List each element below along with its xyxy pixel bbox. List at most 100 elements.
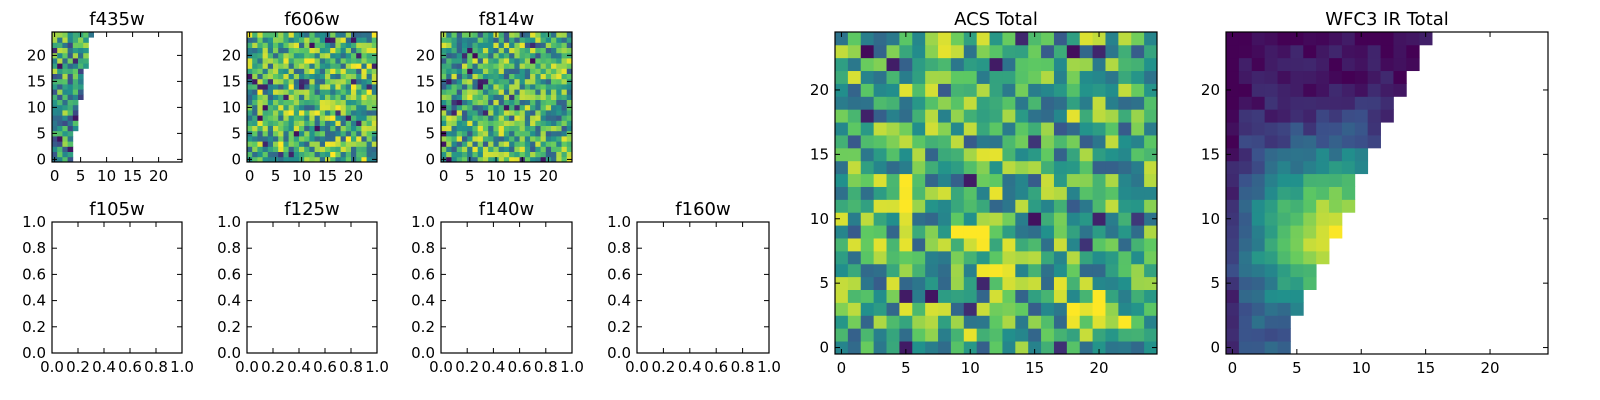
heatmap-cell xyxy=(472,146,479,152)
heatmap-cell xyxy=(1303,263,1317,278)
heatmap-cell xyxy=(461,68,468,74)
heatmap-cell xyxy=(451,120,458,126)
heatmap-cell xyxy=(57,63,63,69)
heatmap-cell xyxy=(293,84,300,90)
heatmap-cell xyxy=(304,37,310,43)
heatmap-cell xyxy=(451,58,458,64)
heatmap-cell xyxy=(319,156,326,163)
heatmap-cell xyxy=(67,141,74,147)
heatmap-cell xyxy=(247,110,253,116)
heatmap-cell xyxy=(886,238,900,252)
heatmap-cell xyxy=(330,104,336,111)
heatmap-cell xyxy=(361,156,367,163)
heatmap-cell xyxy=(252,89,258,95)
heatmap-cell xyxy=(1264,199,1278,213)
heatmap-cell xyxy=(325,104,331,111)
heatmap-cell xyxy=(493,151,500,158)
heatmap-cell xyxy=(309,156,315,163)
heatmap-cell xyxy=(288,73,295,80)
heatmap-cell xyxy=(835,225,849,239)
heatmap-cell xyxy=(989,263,1003,278)
heatmap-cell xyxy=(467,63,473,69)
heatmap-cell xyxy=(561,78,568,85)
heatmap-cell xyxy=(503,136,510,142)
heatmap-cell xyxy=(1144,302,1158,316)
heatmap-cell xyxy=(319,73,326,80)
heatmap-cell xyxy=(283,37,289,43)
heatmap-cell xyxy=(1367,83,1381,97)
heatmap-cell xyxy=(530,99,536,106)
heatmap-cell xyxy=(477,136,484,142)
heatmap-cell xyxy=(446,146,452,152)
heatmap-cell xyxy=(345,37,352,43)
heatmap-cell xyxy=(461,156,468,163)
heatmap-cell xyxy=(345,130,352,137)
heatmap-cell xyxy=(477,32,484,38)
heatmap-cell xyxy=(1251,109,1266,123)
heatmap-cell xyxy=(1053,328,1068,342)
heatmap-cell xyxy=(252,104,258,111)
heatmap-cell xyxy=(566,68,573,74)
heatmap-cell xyxy=(299,73,305,80)
heatmap-cell xyxy=(288,156,295,163)
heatmap-cell xyxy=(493,63,500,69)
heatmap-cell xyxy=(456,94,463,100)
heatmap-cell xyxy=(498,156,505,163)
heatmap-cell xyxy=(860,238,875,252)
heatmap-cell xyxy=(299,141,305,147)
heatmap-cell xyxy=(314,58,321,64)
heatmap-cell xyxy=(535,42,541,48)
heatmap-cell xyxy=(950,186,965,200)
heatmap-cell xyxy=(267,136,274,142)
heatmap-cell xyxy=(530,94,536,100)
heatmap-cell xyxy=(247,146,253,152)
heatmap-cell xyxy=(556,73,562,80)
heatmap-cell xyxy=(72,42,79,48)
heatmap-cell xyxy=(309,78,315,85)
heatmap-cell xyxy=(1303,160,1317,175)
heatmap-cell xyxy=(1251,238,1266,252)
heatmap-cell xyxy=(62,125,68,132)
heatmap-cell xyxy=(1041,32,1055,46)
heatmap-cell xyxy=(524,141,531,147)
heatmap-cell xyxy=(288,120,295,126)
heatmap-cell xyxy=(540,136,547,142)
heatmap-cell xyxy=(1053,225,1068,239)
heatmap-cell xyxy=(446,156,452,163)
heatmap-cell xyxy=(299,37,305,43)
heatmap-cell xyxy=(330,120,336,126)
heatmap-cell xyxy=(325,125,331,132)
heatmap-cell xyxy=(556,151,562,158)
heatmap-cell xyxy=(498,78,505,85)
heatmap-cell xyxy=(1118,160,1132,175)
heatmap-cell xyxy=(514,146,520,152)
heatmap-cell xyxy=(1341,44,1356,59)
heatmap-cell xyxy=(498,110,505,116)
heatmap-cell xyxy=(1354,122,1369,136)
heatmap-cell xyxy=(62,78,68,85)
x-tick-label: 10 xyxy=(97,167,116,185)
heatmap-cell xyxy=(488,73,494,80)
heatmap-cell xyxy=(252,78,258,85)
heatmap-cell xyxy=(309,37,315,43)
heatmap-cell xyxy=(1341,70,1356,84)
heatmap-cell xyxy=(361,63,367,69)
heatmap-cell xyxy=(551,84,557,90)
heatmap-cell xyxy=(314,130,321,137)
heatmap-cell xyxy=(273,37,279,43)
heatmap-cell xyxy=(535,94,541,100)
heatmap-cell xyxy=(472,151,479,158)
heatmap-cell xyxy=(938,32,952,46)
heatmap-cell xyxy=(366,52,373,59)
heatmap-cell xyxy=(566,32,573,38)
heatmap-cell xyxy=(1015,238,1029,252)
heatmap-cell xyxy=(1015,173,1029,187)
heatmap-cell xyxy=(1015,147,1029,162)
heatmap-cell xyxy=(1264,276,1278,290)
heatmap-cell xyxy=(899,315,913,329)
heatmap-cell xyxy=(514,99,520,106)
heatmap-cell xyxy=(293,58,300,64)
heatmap-cell xyxy=(262,78,269,85)
heatmap-cell xyxy=(1144,225,1158,239)
